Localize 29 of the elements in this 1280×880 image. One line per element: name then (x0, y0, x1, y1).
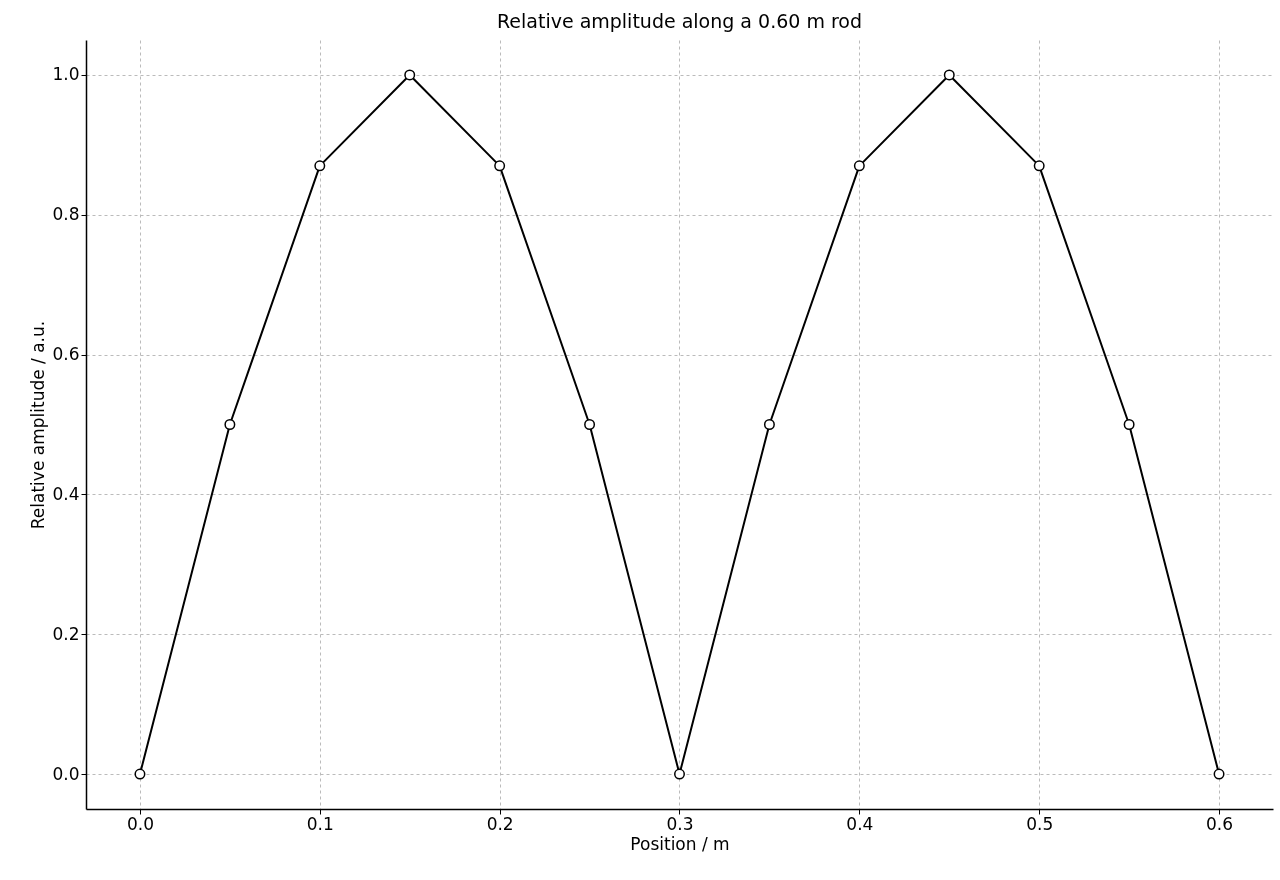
x-tick-label: 0.6 (1206, 813, 1234, 834)
y-tick-label: 0.4 (52, 483, 80, 504)
x-tick-label: 0.5 (1026, 813, 1054, 834)
point (1033, 160, 1045, 172)
y-tick-label: 0.0 (52, 763, 80, 784)
y-tick-label: 1.0 (52, 64, 80, 85)
x-tick-label: 0.2 (486, 813, 514, 834)
chart-title: Relative amplitude along a 0.60 m rod (496, 10, 863, 32)
point (314, 160, 326, 172)
point (224, 419, 236, 430)
y-axis-title: Relative amplitude / a.u. (28, 320, 49, 530)
point (494, 160, 506, 172)
x-tick-label: 0.4 (846, 813, 874, 834)
point (404, 69, 416, 81)
y-tick-label: 0.6 (52, 344, 80, 365)
point (1213, 768, 1225, 780)
point (134, 768, 146, 780)
point (1123, 419, 1135, 430)
point (943, 69, 955, 81)
x-axis-title: Position / m (630, 833, 730, 854)
point (853, 160, 865, 172)
y-tick-label: 0.8 (52, 204, 80, 225)
y-tick-label: 0.2 (52, 623, 80, 644)
point (584, 419, 596, 430)
point (674, 768, 685, 780)
point (763, 419, 775, 430)
x-tick-label: 0.3 (666, 813, 694, 834)
x-tick-label: 0.1 (306, 813, 334, 834)
x-tick-label: 0.0 (126, 813, 154, 834)
